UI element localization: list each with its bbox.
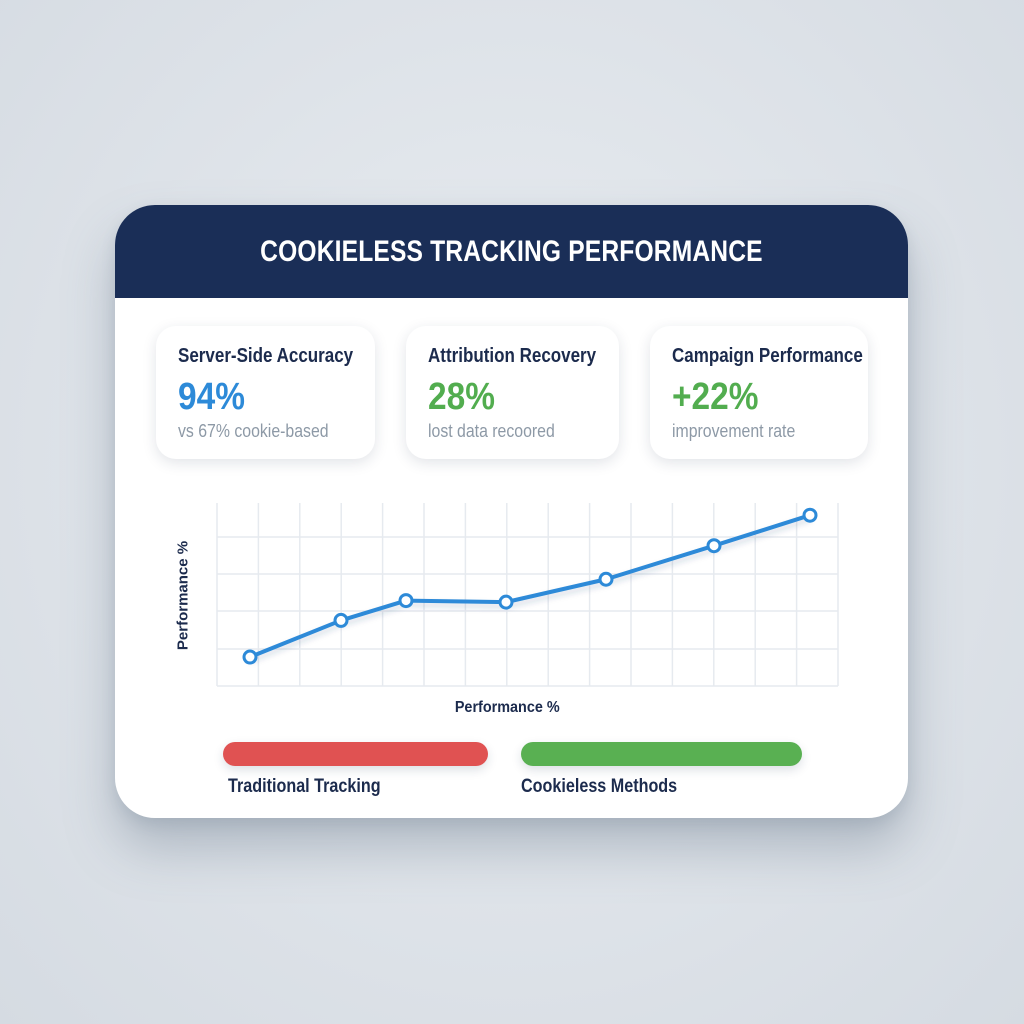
kpi-value: +22% <box>672 376 759 418</box>
card-header: COOKIELESS TRACKING PERFORMANCE <box>115 205 908 298</box>
data-point <box>598 571 614 587</box>
x-axis-label: Performance % <box>455 699 560 716</box>
kpi-card-campaign-performance: Campaign Performance +22% improvement ra… <box>650 326 868 459</box>
legend-swatch-traditional <box>223 742 488 766</box>
kpi-title: Attribution Recovery <box>428 345 597 367</box>
legend-label-cookieless: Cookieless Methods <box>521 776 678 797</box>
kpi-value: 28% <box>428 376 495 418</box>
data-points <box>242 507 818 665</box>
page-title: COOKIELESS TRACKING PERFORMANCE <box>260 234 763 268</box>
dashboard-card: COOKIELESS TRACKING PERFORMANCE Server-S… <box>115 205 908 818</box>
data-point <box>498 594 514 610</box>
legend-label-traditional: Traditional Tracking <box>228 776 381 797</box>
kpi-subtitle: improvement rate <box>672 421 796 441</box>
kpi-card-attribution-recovery: Attribution Recovery 28% lost data recoo… <box>406 326 619 459</box>
chart-grid <box>216 503 839 687</box>
kpi-title: Campaign Performance <box>672 345 863 367</box>
kpi-subtitle: lost data recoored <box>428 421 555 441</box>
data-point <box>398 593 414 609</box>
y-axis-label: Performance % <box>174 540 192 651</box>
line-chart <box>216 503 839 687</box>
data-point <box>802 507 818 523</box>
data-point <box>706 538 722 554</box>
legend-swatch-cookieless <box>521 742 802 766</box>
data-point <box>333 612 349 628</box>
kpi-subtitle: vs 67% cookie-based <box>178 421 329 441</box>
data-point <box>242 649 258 665</box>
kpi-title: Server-Side Accuracy <box>178 345 354 367</box>
kpi-value: 94% <box>178 376 245 418</box>
kpi-card-server-side-accuracy: Server-Side Accuracy 94% vs 67% cookie-b… <box>156 326 375 459</box>
